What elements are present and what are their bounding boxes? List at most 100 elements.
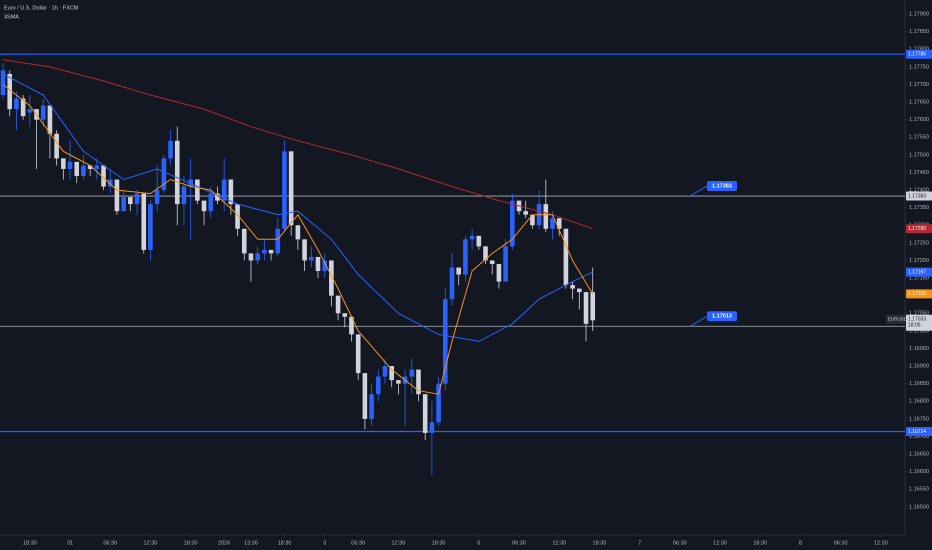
candle-body xyxy=(262,249,267,254)
y-tick-label: 1.16700 xyxy=(909,434,929,440)
candle-body xyxy=(523,211,529,215)
x-tick-label: 18:30 xyxy=(753,540,767,546)
candle-body xyxy=(161,158,167,191)
axis-tag xyxy=(906,224,932,234)
x-tick-label: 13:30 xyxy=(244,540,258,546)
candle-body xyxy=(315,256,321,272)
candle-body xyxy=(134,193,140,205)
candle-body xyxy=(550,218,555,229)
candle-body xyxy=(429,422,435,433)
axis-tag xyxy=(906,267,932,277)
y-tick-label: 1.17700 xyxy=(909,82,929,88)
x-tick-label: 06:30 xyxy=(512,540,526,546)
x-tick-label: 06:30 xyxy=(351,540,365,546)
candle-body xyxy=(543,204,549,229)
x-tick-label: 2026 xyxy=(218,540,230,546)
y-tick-label: 1.16550 xyxy=(909,487,929,493)
x-tick-label: 12:30 xyxy=(552,540,566,546)
candle-body xyxy=(476,235,482,247)
x-tick-label: 18:30 xyxy=(23,540,37,546)
y-tick-label: 1.17400 xyxy=(909,188,929,194)
x-tick-label: 8 xyxy=(799,540,802,546)
candle-body xyxy=(442,299,448,384)
candle-body xyxy=(241,228,247,254)
candle-body xyxy=(141,193,147,250)
x-tick-label: 06:30 xyxy=(834,540,848,546)
y-tick-label: 1.17000 xyxy=(909,328,929,334)
candle-body xyxy=(416,369,421,395)
candle-body xyxy=(174,140,180,205)
candle-body xyxy=(463,239,468,275)
candle-body xyxy=(409,369,415,377)
symbol-tag xyxy=(886,314,905,324)
symbol-tag-label: EURUSD xyxy=(888,316,908,321)
candle-body xyxy=(255,253,260,261)
candle-body xyxy=(0,70,6,96)
candle-body xyxy=(369,394,374,419)
x-tick-label: 18:30 xyxy=(432,540,446,546)
y-tick-label: 1.17550 xyxy=(909,135,929,141)
badge-connector xyxy=(689,315,708,327)
candle-body xyxy=(54,133,59,159)
candle-body xyxy=(302,239,307,261)
axis-tag-label: 1.17786 xyxy=(908,52,926,58)
y-tick-label: 1.16650 xyxy=(909,451,929,457)
y-tick-label: 1.17650 xyxy=(909,100,929,106)
candle-body xyxy=(382,366,388,377)
candle-body xyxy=(282,151,287,229)
candle-body xyxy=(389,366,394,381)
y-tick-label: 1.16850 xyxy=(909,381,929,387)
y-tick-label: 1.16950 xyxy=(909,346,929,352)
candle-body xyxy=(503,246,508,282)
moving-average xyxy=(2,73,593,342)
x-tick-label: 7 xyxy=(638,540,641,546)
candle-body xyxy=(530,214,535,226)
candle-body xyxy=(40,105,46,120)
candle-body xyxy=(181,186,187,205)
candle-body xyxy=(375,376,381,395)
x-tick-label: 06:30 xyxy=(103,540,117,546)
candle-body xyxy=(168,140,173,159)
y-tick-label: 1.17500 xyxy=(909,152,929,158)
candle-body xyxy=(121,197,126,212)
candle-body xyxy=(322,260,327,272)
candle-body xyxy=(107,179,113,187)
x-tick-label: 6 xyxy=(477,540,480,546)
moving-average xyxy=(2,59,593,230)
price-badge xyxy=(707,311,737,322)
candle-body xyxy=(268,249,274,254)
candle-body xyxy=(577,288,582,293)
x-tick-label: 06:30 xyxy=(673,540,687,546)
candle-body xyxy=(74,161,80,176)
axis-tag-label: 1.17383 xyxy=(908,193,926,199)
axis-tag-label: 1.17290 xyxy=(908,226,926,232)
candle-body xyxy=(154,190,160,205)
y-tick-label: 1.16600 xyxy=(909,469,929,475)
candle-body xyxy=(221,179,227,201)
candle-body xyxy=(355,334,361,374)
indicator-name: 3SMA xyxy=(4,14,19,20)
candle-body xyxy=(94,165,100,169)
y-tick-label: 1.17350 xyxy=(909,205,929,211)
candle-body xyxy=(456,267,461,275)
last-price-label: 1.17033 xyxy=(908,317,926,323)
y-tick-label: 1.17900 xyxy=(909,12,929,18)
y-tick-label: 1.17600 xyxy=(909,117,929,123)
candle-body xyxy=(396,380,401,384)
candle-body xyxy=(14,98,19,110)
y-tick-label: 1.17050 xyxy=(909,311,929,317)
candle-body xyxy=(275,228,281,254)
candle-body xyxy=(148,204,153,250)
candle-body xyxy=(590,292,596,321)
x-tick-label: 12:30 xyxy=(144,540,158,546)
candle-body xyxy=(349,316,354,335)
x-tick-label: 3 xyxy=(323,540,326,546)
x-tick-label: 18:30 xyxy=(593,540,607,546)
candle-body xyxy=(20,98,26,117)
candle-body xyxy=(67,161,73,169)
candle-body xyxy=(422,394,428,433)
candle-body xyxy=(362,373,368,419)
candle-body xyxy=(583,292,589,324)
